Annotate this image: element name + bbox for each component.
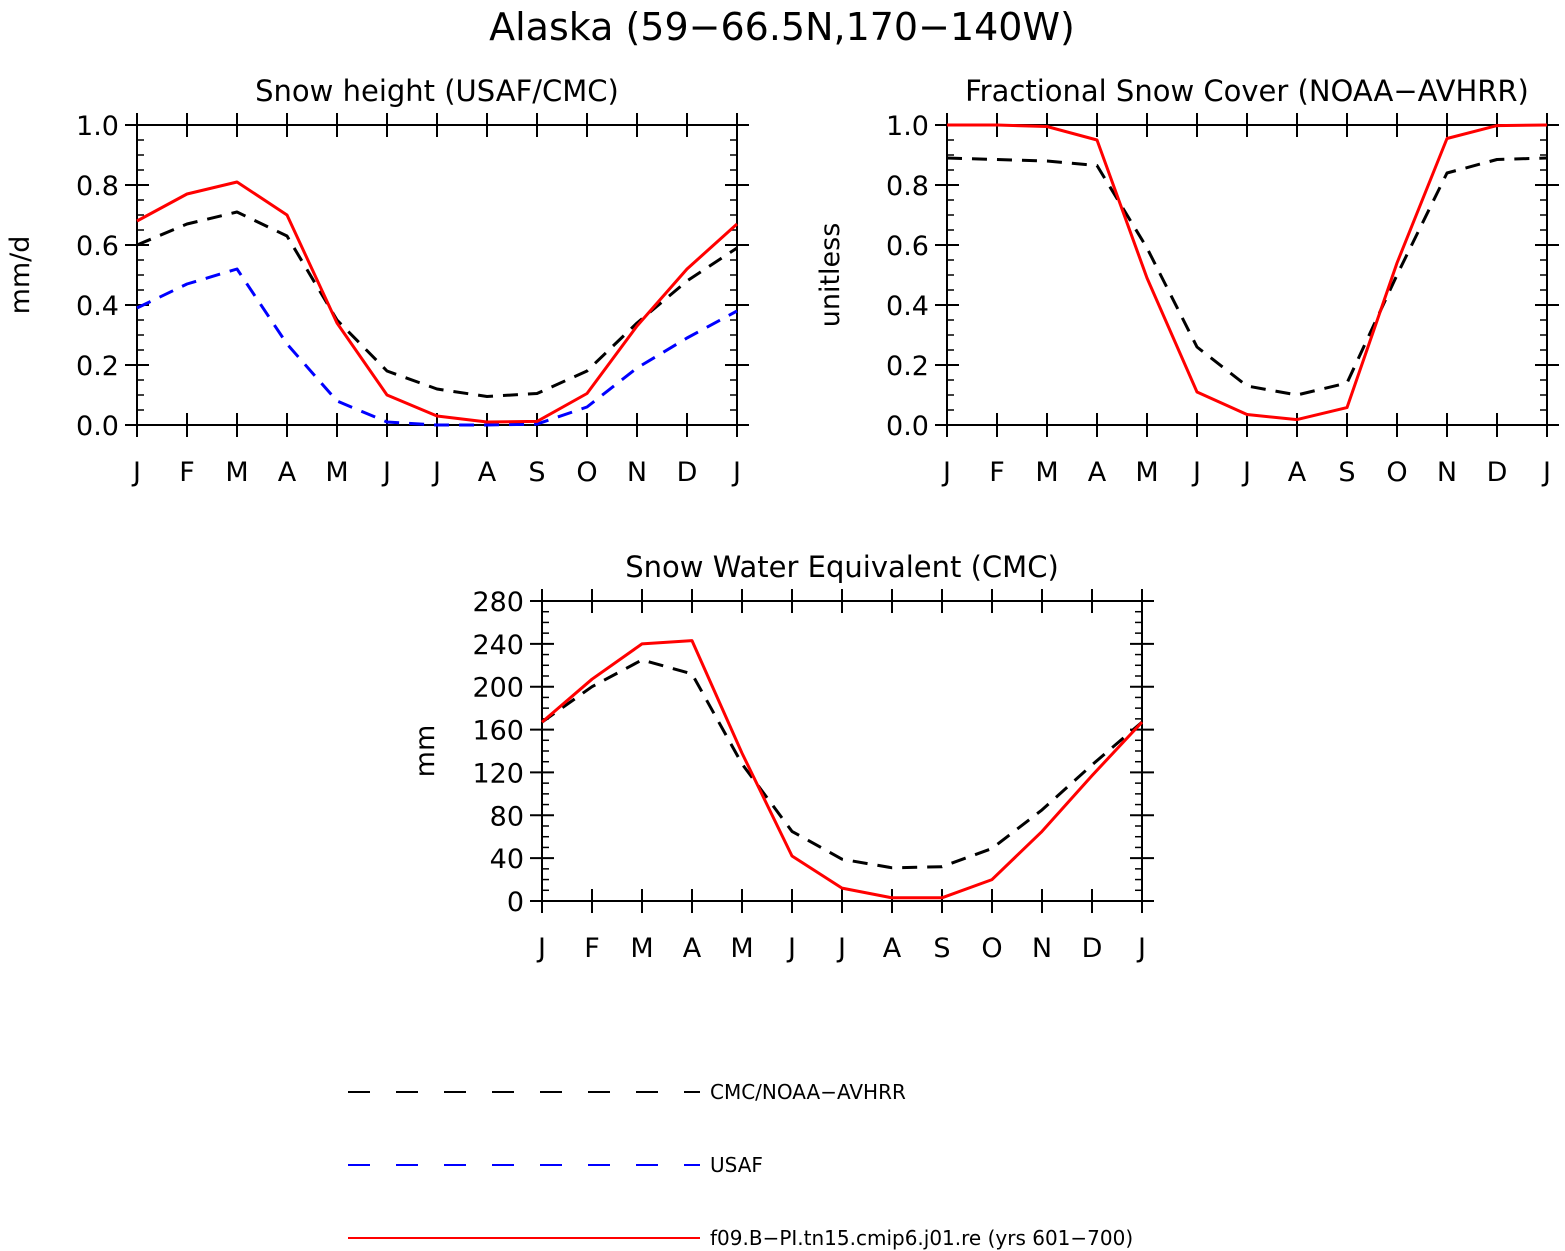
x-tick-label: J bbox=[131, 457, 141, 488]
panel-title: Fractional Snow Cover (NOAA−AVHRR) bbox=[965, 74, 1529, 108]
legend-label: f09.B−PI.tn15.cmip6.j01.re (yrs 601−700) bbox=[710, 1226, 1133, 1250]
x-tick-label: M bbox=[630, 933, 653, 964]
legend-item-2: USAF bbox=[348, 1153, 763, 1177]
legend-label: USAF bbox=[710, 1153, 763, 1177]
panel-title: Snow Water Equivalent (CMC) bbox=[625, 550, 1059, 584]
series-line-cmc-noaa-avhrr bbox=[541, 658, 1143, 870]
x-tick-label: J bbox=[1191, 457, 1201, 488]
series-line-cmc-noaa-avhrr bbox=[946, 156, 1548, 397]
series-line-usaf bbox=[136, 267, 738, 427]
x-tick-label: M bbox=[1135, 457, 1158, 488]
legend: CMC/NOAA−AVHRR USAF f09.B−PI.tn15.cmip6.j0… bbox=[348, 1080, 1133, 1250]
x-tick-label: A bbox=[883, 933, 902, 964]
y-tick-label: 0.8 bbox=[886, 171, 929, 202]
x-tick-label: D bbox=[1082, 933, 1103, 964]
x-tick-label: A bbox=[683, 933, 702, 964]
x-tick-label: S bbox=[528, 457, 545, 488]
y-tick-label: 0 bbox=[507, 887, 524, 918]
x-tick-label: M bbox=[1035, 457, 1058, 488]
y-tick-label: 1.0 bbox=[886, 111, 929, 142]
plot-frame bbox=[136, 124, 738, 426]
y-axis-label: unitless bbox=[815, 223, 846, 328]
x-tick-label: F bbox=[989, 457, 1005, 488]
y-tick-label: 120 bbox=[472, 758, 524, 789]
y-axis-label: mm bbox=[410, 725, 441, 778]
x-tick-label: N bbox=[1437, 457, 1457, 488]
series-line-f09-b-pi-tn15-cmip6-j01- bbox=[136, 180, 739, 424]
y-tick-label: 40 bbox=[490, 844, 524, 875]
x-tick-label: J bbox=[1241, 457, 1251, 488]
panels: Snow height (USAF/CMC)mm/dJ F M A M J J A S O N D J0… bbox=[5, 74, 1559, 964]
panel-3: Snow Water Equivalent (CMC)mmJ F M A M J J A S O N… bbox=[410, 550, 1154, 964]
y-axis-label: mm/d bbox=[5, 236, 36, 315]
series-line-f09-b-pi-tn15-cmip6-j01- bbox=[947, 123, 1548, 422]
x-tick-label: O bbox=[1386, 457, 1407, 488]
x-tick-label: M bbox=[325, 457, 348, 488]
x-tick-label: J bbox=[536, 933, 546, 964]
x-tick-label: N bbox=[1032, 933, 1052, 964]
y-tick-label: 280 bbox=[472, 587, 524, 618]
x-tick-label: M bbox=[225, 457, 248, 488]
y-tick-label: 0.6 bbox=[886, 231, 929, 262]
x-tick-label: A bbox=[478, 457, 497, 488]
panel-title: Snow height (USAF/CMC) bbox=[255, 74, 619, 108]
y-tick-label: 0.2 bbox=[76, 351, 119, 382]
x-tick-label: D bbox=[1487, 457, 1508, 488]
x-tick-label: J bbox=[836, 933, 846, 964]
x-tick-label: M bbox=[730, 933, 753, 964]
panel-1: Snow height (USAF/CMC)mm/dJ F M A M J J A S O N D J0… bbox=[5, 74, 749, 488]
y-tick-label: 0.2 bbox=[886, 351, 929, 382]
x-tick-label: J bbox=[786, 933, 796, 964]
x-tick-label: F bbox=[584, 933, 600, 964]
y-tick-label: 200 bbox=[472, 673, 524, 704]
plot-frame bbox=[541, 600, 1143, 902]
y-tick-label: 0.0 bbox=[76, 411, 119, 442]
x-tick-label: F bbox=[179, 457, 195, 488]
figure-title: Alaska (59−66.5N,170−140W) bbox=[489, 5, 1075, 49]
series-line-cmc-noaa-avhrr bbox=[136, 210, 738, 398]
x-tick-label: S bbox=[1338, 457, 1355, 488]
x-tick-label: O bbox=[576, 457, 597, 488]
x-tick-label: J bbox=[731, 457, 741, 488]
plot-frame bbox=[946, 124, 1548, 426]
x-tick-label: J bbox=[1541, 457, 1551, 488]
y-tick-label: 0.4 bbox=[886, 291, 929, 322]
x-tick-label: J bbox=[1136, 933, 1146, 964]
x-tick-label: J bbox=[941, 457, 951, 488]
y-tick-label: 160 bbox=[472, 716, 524, 747]
y-tick-label: 0.0 bbox=[886, 411, 929, 442]
y-tick-label: 0.8 bbox=[76, 171, 119, 202]
x-tick-label: N bbox=[627, 457, 647, 488]
x-tick-label: D bbox=[677, 457, 698, 488]
x-tick-label: A bbox=[1288, 457, 1307, 488]
legend-item-3: f09.B−PI.tn15.cmip6.j01.re (yrs 601−700) bbox=[348, 1226, 1133, 1250]
y-tick-label: 240 bbox=[472, 630, 524, 661]
x-tick-label: J bbox=[381, 457, 391, 488]
y-tick-label: 1.0 bbox=[76, 111, 119, 142]
y-tick-label: 0.4 bbox=[76, 291, 119, 322]
series-line-f09-b-pi-tn15-cmip6-j01- bbox=[541, 639, 1144, 900]
x-tick-label: J bbox=[431, 457, 441, 488]
x-tick-label: O bbox=[981, 933, 1002, 964]
x-tick-label: A bbox=[278, 457, 297, 488]
legend-item-1: CMC/NOAA−AVHRR bbox=[348, 1080, 906, 1104]
x-tick-label: A bbox=[1088, 457, 1107, 488]
y-tick-label: 80 bbox=[490, 801, 524, 832]
legend-label: CMC/NOAA−AVHRR bbox=[710, 1080, 906, 1104]
x-tick-label: S bbox=[933, 933, 950, 964]
panel-2: Fractional Snow Cover (NOAA−AVHRR) unitle… bbox=[815, 74, 1559, 488]
y-tick-label: 0.6 bbox=[76, 231, 119, 262]
